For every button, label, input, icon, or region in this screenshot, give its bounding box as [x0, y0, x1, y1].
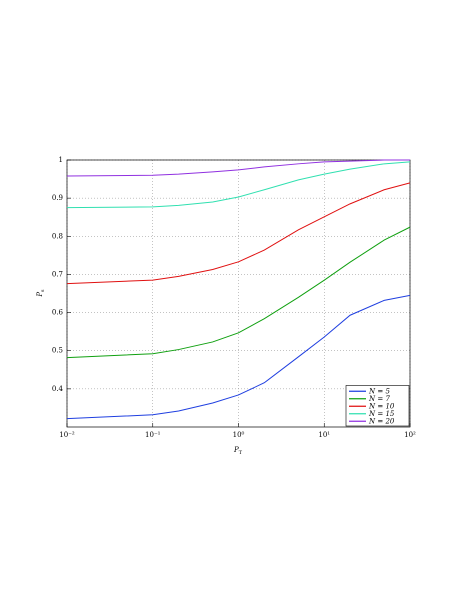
data-line — [66, 159, 410, 177]
x-axis-label-main: P — [233, 446, 239, 454]
plot-frame — [66, 159, 411, 428]
y-tick-label: 0.5 — [52, 347, 63, 355]
data-line — [66, 294, 411, 420]
x-tick-label: 10⁻¹ — [145, 431, 161, 439]
y-tick-label: 0.6 — [52, 309, 64, 317]
y-axis-label-sub: s — [40, 289, 46, 292]
y-tick-label: 0.7 — [52, 270, 63, 278]
data-line — [66, 226, 411, 359]
x-tick-label: 10² — [404, 431, 416, 439]
y-axis-label: Ps — [36, 289, 46, 298]
legend-label: N = 7 — [368, 395, 390, 403]
legend-label: N = 15 — [368, 410, 395, 418]
y-tick-label: 0.9 — [52, 194, 63, 202]
y-tick-label: 0.8 — [52, 232, 63, 240]
y-tick-label: 1 — [59, 156, 63, 164]
legend-label: N = 5 — [368, 387, 390, 395]
data-line — [66, 182, 411, 285]
legend-label: N = 10 — [368, 402, 395, 410]
data-line — [66, 161, 411, 209]
x-tick-label: 10⁻² — [59, 431, 75, 439]
x-axis-label: PT — [233, 446, 243, 456]
y-tick-label: 0.4 — [52, 385, 64, 393]
y-axis-label-main: P — [36, 292, 44, 298]
legend: N = 5N = 7N = 10N = 15N = 20 — [345, 385, 410, 427]
x-tick-label: 10¹ — [318, 431, 330, 439]
x-tick-label: 10⁰ — [233, 431, 245, 439]
x-axis-label-sub: T — [239, 450, 243, 456]
legend-label: N = 20 — [368, 417, 395, 425]
